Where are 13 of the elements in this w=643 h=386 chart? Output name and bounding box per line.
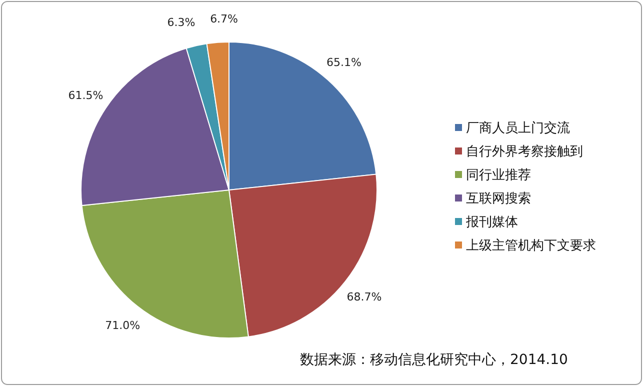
data-label: 6.3% <box>167 16 196 30</box>
data-label: 68.7% <box>346 290 382 304</box>
data-label: 61.5% <box>68 88 104 102</box>
legend-label: 同行业推荐 <box>466 168 531 183</box>
legend-label: 报刊媒体 <box>465 215 518 230</box>
source-note: 数据来源：移动信息化研究中心，2014.10 <box>300 352 568 368</box>
data-label: 65.1% <box>326 56 362 70</box>
data-label: 6.7% <box>210 12 238 26</box>
legend-label: 厂商人员上门交流 <box>466 120 570 136</box>
legend-label: 上级主管机构下文要求 <box>466 238 596 254</box>
legend-label: 互联网搜索 <box>466 192 531 206</box>
legend-label: 自行外界考察接触到 <box>466 144 583 160</box>
data-label: 71.0% <box>105 319 140 332</box>
